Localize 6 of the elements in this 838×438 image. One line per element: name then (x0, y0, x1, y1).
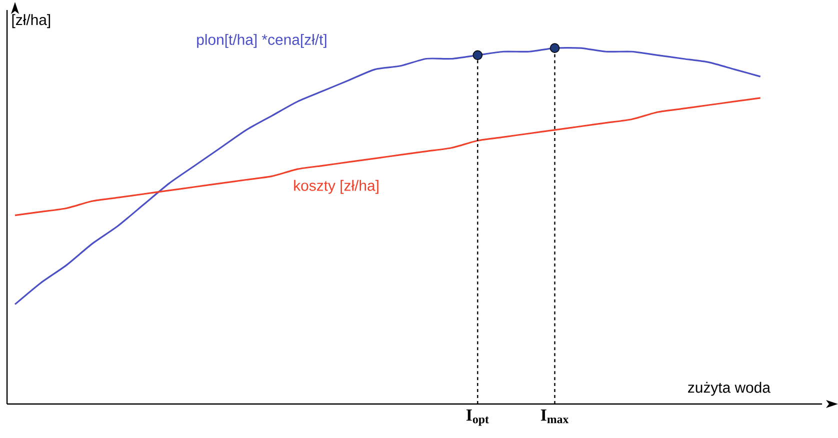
series-label: koszty [zł/ha] (294, 180, 378, 194)
text: plon[t/ha] *cena[zł/t] (197, 34, 326, 48)
y-axis-title: [zł/ha] (12, 14, 50, 28)
x-axis-title: zużyta woda (688, 382, 770, 396)
x-tick-label: I$_{opt}$ (466, 410, 489, 426)
x-tick-label: I$_{max}$ (540, 410, 569, 424)
